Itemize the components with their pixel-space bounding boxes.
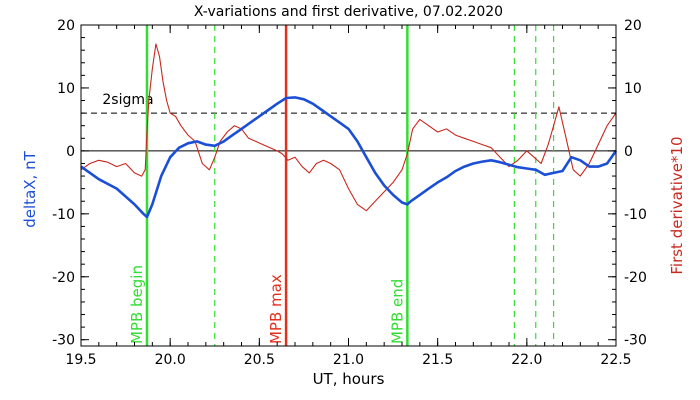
- x-tick-label-6: 22.5: [600, 352, 631, 368]
- series-line-0: [80, 96, 618, 219]
- y-tick-label-left-1: -20: [52, 270, 75, 286]
- ticks-layer: 19.5 20.0 20.5 21.0 21.5 22.0 22.5 -30 -30 -20 -20…: [52, 18, 647, 368]
- x-tick-label-1: 20.0: [155, 352, 186, 368]
- chart-title: X-variations and first derivative, 07.02…: [194, 4, 503, 20]
- y-tick-label-right-2: -10: [624, 207, 647, 223]
- series-line-1: [80, 43, 617, 212]
- marker-label-2: MPB end: [388, 279, 406, 344]
- y-axis-right-title: First derivative*10: [668, 136, 686, 274]
- y-tick-label-left-0: -30: [52, 333, 75, 349]
- marker-label-0: MPB begin: [128, 265, 146, 344]
- y-tick-label-right-1: -20: [624, 270, 647, 286]
- y-tick-label-right-5: 20: [624, 18, 642, 34]
- y-tick-label-right-3: 0: [624, 144, 633, 160]
- y-tick-label-left-5: 20: [57, 18, 75, 34]
- reference-line-label-0: 2sigma: [102, 92, 153, 108]
- y-tick-label-left-3: 0: [66, 144, 75, 160]
- x-axis-title: UT, hours: [313, 370, 385, 388]
- series-layer: [80, 43, 618, 219]
- y-axis-left-title: deltaX, nT: [21, 150, 39, 227]
- y-tick-label-left-4: 10: [57, 81, 75, 97]
- x-tick-label-0: 19.5: [65, 352, 96, 368]
- x-tick-label-2: 20.5: [244, 352, 275, 368]
- markers-layer: MPB begin MPB max MPB end: [128, 25, 555, 346]
- y-tick-label-right-4: 10: [624, 81, 642, 97]
- x-tick-label-5: 22.0: [511, 352, 542, 368]
- lines-layer: 2sigma: [81, 92, 616, 152]
- marker-label-1: MPB max: [267, 274, 285, 344]
- y-tick-label-right-0: -30: [624, 333, 647, 349]
- y-tick-label-left-2: -10: [52, 207, 75, 223]
- x-tick-label-4: 21.5: [422, 352, 453, 368]
- x-tick-label-3: 21.0: [333, 352, 364, 368]
